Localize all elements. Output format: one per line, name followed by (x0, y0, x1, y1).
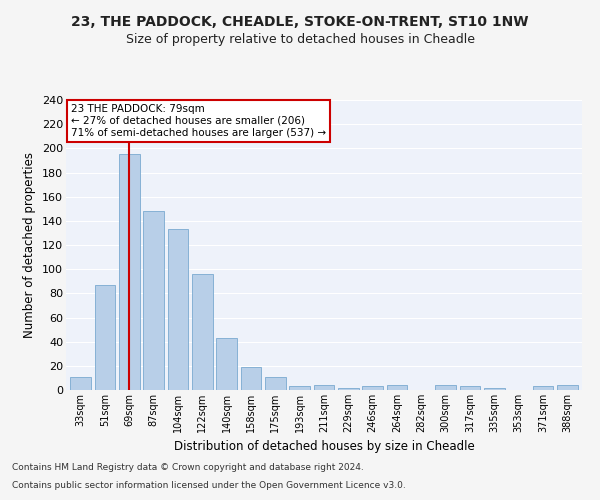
Bar (338, 388, 359, 390)
Bar (143, 211, 164, 390)
Bar (119, 154, 140, 390)
Bar (484, 388, 505, 390)
Bar (436, 385, 456, 390)
Bar (265, 376, 286, 390)
Bar (241, 367, 262, 390)
Bar (314, 385, 334, 390)
Text: 23 THE PADDOCK: 79sqm
← 27% of detached houses are smaller (206)
71% of semi-det: 23 THE PADDOCK: 79sqm ← 27% of detached … (71, 104, 326, 138)
X-axis label: Distribution of detached houses by size in Cheadle: Distribution of detached houses by size … (173, 440, 475, 454)
Bar (289, 386, 310, 390)
Bar (70, 376, 91, 390)
Bar (557, 385, 578, 390)
Bar (167, 230, 188, 390)
Bar (533, 386, 553, 390)
Text: Contains HM Land Registry data © Crown copyright and database right 2024.: Contains HM Land Registry data © Crown c… (12, 464, 364, 472)
Bar (460, 386, 481, 390)
Bar (386, 385, 407, 390)
Text: 23, THE PADDOCK, CHEADLE, STOKE-ON-TRENT, ST10 1NW: 23, THE PADDOCK, CHEADLE, STOKE-ON-TRENT… (71, 15, 529, 29)
Text: Contains public sector information licensed under the Open Government Licence v3: Contains public sector information licen… (12, 481, 406, 490)
Text: Size of property relative to detached houses in Cheadle: Size of property relative to detached ho… (125, 32, 475, 46)
Bar (216, 338, 237, 390)
Bar (95, 285, 115, 390)
Bar (192, 274, 212, 390)
Bar (362, 386, 383, 390)
Y-axis label: Number of detached properties: Number of detached properties (23, 152, 37, 338)
